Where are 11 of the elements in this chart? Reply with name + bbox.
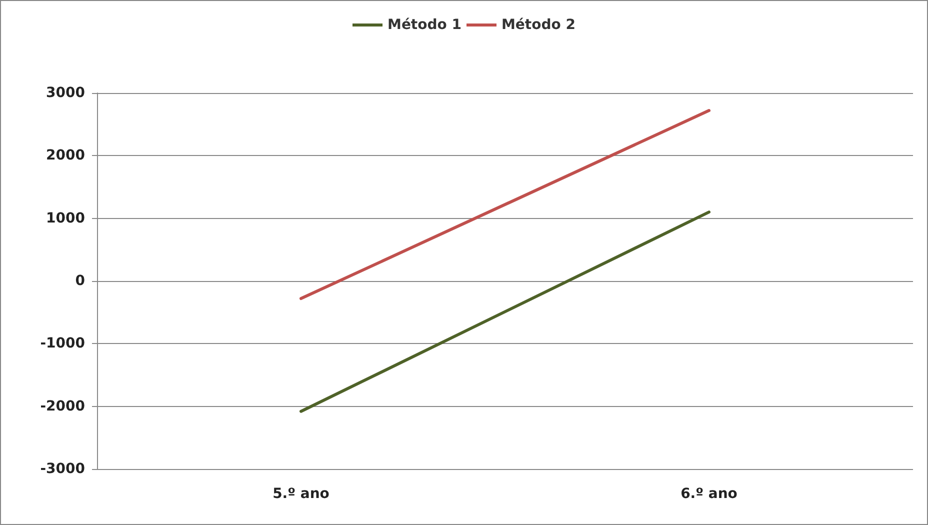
legend-label: Método 2 bbox=[502, 17, 576, 33]
y-tick-label: -2000 bbox=[40, 398, 86, 414]
x-tick-label: 5.º ano bbox=[272, 486, 330, 502]
x-tick-label: 6.º ano bbox=[680, 486, 738, 502]
y-tick-label: -1000 bbox=[40, 336, 86, 352]
legend-label: Método 1 bbox=[388, 17, 462, 33]
y-tick-label: 2000 bbox=[46, 148, 86, 164]
y-tick-label: 1000 bbox=[46, 210, 86, 226]
y-tick-label: 0 bbox=[75, 273, 86, 289]
y-tick-label: 3000 bbox=[46, 85, 86, 101]
y-tick-label: -3000 bbox=[40, 461, 86, 477]
